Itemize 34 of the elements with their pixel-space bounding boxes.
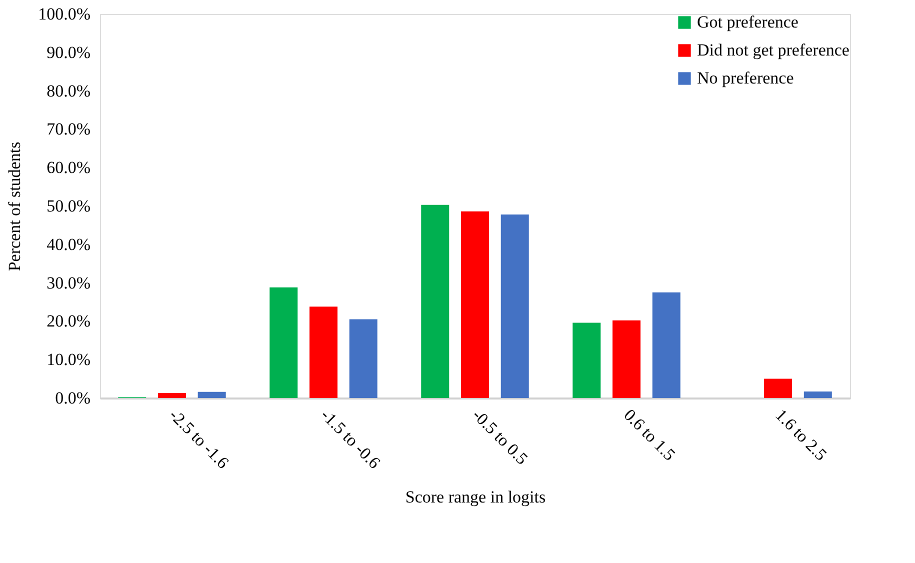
bar xyxy=(421,204,450,398)
bar xyxy=(572,322,601,398)
x-tick-label: -2.5 to -1.6 xyxy=(166,405,232,472)
y-tick-label: 90.0% xyxy=(46,42,90,62)
x-tick-label: -1.5 to -0.6 xyxy=(317,405,384,472)
y-tick-label: 30.0% xyxy=(46,273,90,292)
y-tick-label: 70.0% xyxy=(46,120,90,139)
bar xyxy=(309,306,338,398)
y-tick-label: 50.0% xyxy=(46,196,90,216)
y-tick-label: 0.0% xyxy=(55,388,90,408)
y-tick-label: 20.0% xyxy=(46,312,90,331)
bar xyxy=(612,320,641,398)
y-tick-label: 60.0% xyxy=(46,158,90,178)
y-tick-label: 40.0% xyxy=(46,234,90,254)
bar xyxy=(764,378,792,398)
y-tick-label: 10.0% xyxy=(46,350,90,370)
legend-label: No preference xyxy=(697,68,794,88)
x-axis-title: Score range in logits xyxy=(405,488,546,507)
bar xyxy=(349,319,378,398)
x-tick-label: 0.6 to 1.5 xyxy=(620,405,680,464)
y-tick-label: 100.0% xyxy=(38,4,90,24)
x-tick-label: 1.6 to 2.5 xyxy=(772,405,831,464)
legend-label: Did not get preference xyxy=(697,40,850,60)
x-tick-label: -0.5 to 0.5 xyxy=(468,405,532,468)
bar xyxy=(461,211,489,398)
bar xyxy=(652,292,680,398)
bar xyxy=(270,287,298,398)
legend-label: Got preference xyxy=(697,12,798,32)
bar xyxy=(500,214,529,398)
bar xyxy=(198,392,226,398)
bar xyxy=(158,393,186,398)
bar xyxy=(804,391,832,398)
y-tick-label: 80.0% xyxy=(46,81,90,100)
y-axis-title: Percent of students xyxy=(5,142,24,272)
